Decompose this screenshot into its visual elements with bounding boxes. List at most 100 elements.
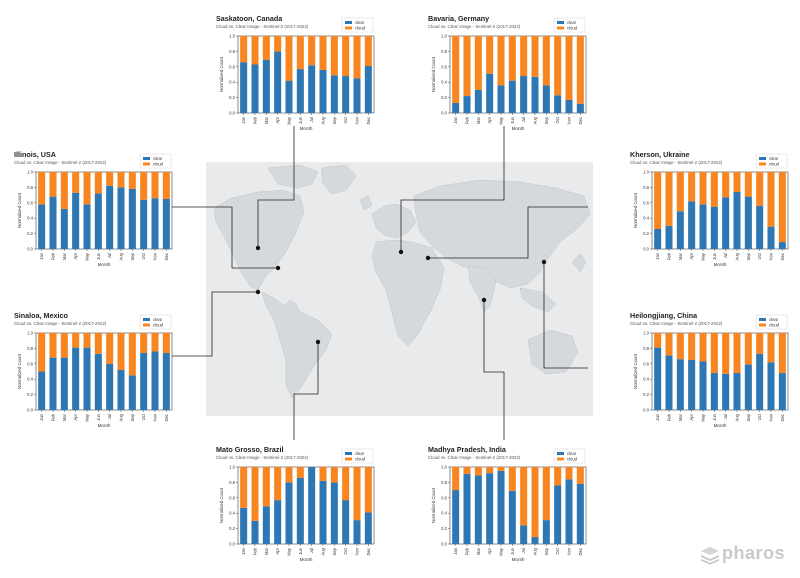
x-tick-label: Jan xyxy=(655,252,660,259)
bar-cloud xyxy=(353,36,361,79)
chart-title: Madhya Pradesh, India xyxy=(428,445,506,454)
bar-clear xyxy=(497,85,505,113)
bar-cloud xyxy=(128,333,136,376)
bar-cloud xyxy=(778,333,786,374)
y-tick-label: 0.0 xyxy=(643,247,649,252)
bar-clear xyxy=(274,51,282,113)
chart-subtitle: Cloud vs. Clear Image - Sentinel-2 (2017… xyxy=(428,455,521,460)
y-tick-label: 0.0 xyxy=(441,542,447,547)
x-tick-label: Dec xyxy=(164,253,169,260)
bar-clear xyxy=(262,506,270,544)
y-tick-label: 0.4 xyxy=(441,511,447,516)
plot-area xyxy=(237,35,375,114)
x-tick-label: Dec xyxy=(780,414,785,421)
x-tick-label: Mar xyxy=(678,413,683,421)
bar-clear xyxy=(274,500,282,544)
bar-clear xyxy=(497,470,505,544)
bar-clear xyxy=(565,479,573,544)
x-tick-label: Dec xyxy=(578,117,583,124)
bar-clear xyxy=(486,73,494,113)
bar-cloud xyxy=(342,467,350,501)
x-tick-label: Oct xyxy=(141,252,146,259)
y-axis-label: Normalized Count xyxy=(633,192,638,228)
bar-cloud xyxy=(330,467,338,483)
bar-cloud xyxy=(744,333,752,365)
bar-cloud xyxy=(699,333,707,362)
y-tick-label: 0.6 xyxy=(643,361,649,366)
bar-clear xyxy=(330,75,338,113)
x-tick-label: Feb xyxy=(51,413,56,421)
legend-label-cloud: cloud xyxy=(567,456,578,461)
bar-cloud xyxy=(554,36,562,96)
y-tick-label: 0.0 xyxy=(229,542,235,547)
bar-cloud xyxy=(452,467,460,491)
bar-clear xyxy=(756,205,764,249)
chart-title: Saskatoon, Canada xyxy=(216,14,283,23)
plot-area xyxy=(237,466,375,545)
y-tick-label: 0.4 xyxy=(643,216,649,221)
y-tick-label: 0.8 xyxy=(643,185,649,190)
y-tick-label: 0.4 xyxy=(27,216,33,221)
bar-clear xyxy=(463,473,471,544)
bar-clear xyxy=(676,211,684,249)
bar-cloud xyxy=(508,467,516,491)
legend-swatch-cloud xyxy=(143,323,150,327)
y-tick-label: 0.4 xyxy=(643,377,649,382)
bar-clear xyxy=(778,373,786,410)
x-tick-label: Dec xyxy=(366,548,371,555)
stacked-layers-icon xyxy=(701,547,719,565)
x-tick-label: Jun xyxy=(510,547,515,554)
x-tick-label: Mar xyxy=(678,252,683,260)
bar-cloud xyxy=(542,467,550,521)
map-land xyxy=(213,164,591,399)
chart-title: Kherson, Ukraine xyxy=(630,150,690,159)
bar-cloud xyxy=(654,172,662,229)
bar-cloud xyxy=(117,333,125,370)
x-tick-label: Jul xyxy=(723,414,728,419)
x-tick-label: Aug xyxy=(533,116,538,124)
bar-clear xyxy=(452,102,460,113)
x-tick-label: Dec xyxy=(164,414,169,421)
bar-cloud xyxy=(531,467,539,538)
y-axis-label: Normalized Count xyxy=(633,353,638,389)
bar-cloud xyxy=(162,333,170,354)
y-tick-label: 0.2 xyxy=(229,526,235,531)
bar-cloud xyxy=(308,36,316,66)
bar-cloud xyxy=(542,36,550,86)
bar-cloud xyxy=(106,333,114,364)
bar-cloud xyxy=(676,333,684,360)
bar-clear xyxy=(308,65,316,113)
x-tick-label: Apr xyxy=(487,547,492,554)
bar-cloud xyxy=(60,333,68,358)
y-tick-label: 0.0 xyxy=(229,111,235,116)
bar-clear xyxy=(576,103,584,113)
legend-swatch-clear xyxy=(345,21,352,24)
chart-subtitle: Cloud vs. Clear Image - Sentinel-2 (2017… xyxy=(428,24,521,29)
bar-cloud xyxy=(251,36,259,65)
legend-label-cloud: cloud xyxy=(153,161,164,166)
bar-clear xyxy=(531,76,539,113)
bar-cloud xyxy=(722,172,730,198)
bar-cloud xyxy=(676,172,684,212)
bar-clear xyxy=(778,242,786,249)
chart-subtitle: Cloud vs. Clear Image - Sentinel-2 (2017… xyxy=(630,160,723,165)
location-markers xyxy=(255,245,547,345)
bar-clear xyxy=(688,359,696,410)
bar-clear xyxy=(83,204,91,249)
y-tick-label: 0.2 xyxy=(27,392,33,397)
bar-cloud xyxy=(128,172,136,189)
bar-clear xyxy=(744,364,752,410)
plot-area xyxy=(449,35,587,114)
bar-cloud xyxy=(364,36,372,67)
x-tick-label: May xyxy=(85,252,90,261)
bar-cloud xyxy=(710,172,718,207)
bar-clear xyxy=(486,473,494,544)
bar-cloud xyxy=(520,36,528,77)
chart-illinois: 0.0 0.2 0.4 0.6 0.8 1.0 Jan Feb Mar Apr May Jun Jul A… xyxy=(17,153,173,267)
x-axis-label: Month xyxy=(512,557,525,562)
bar-clear xyxy=(576,483,584,544)
bar-clear xyxy=(744,196,752,249)
chart-subtitle: Cloud vs. Clear Image - Sentinel-2 (2017… xyxy=(14,160,107,165)
bar-cloud xyxy=(497,467,505,471)
bar-cloud xyxy=(767,333,775,363)
